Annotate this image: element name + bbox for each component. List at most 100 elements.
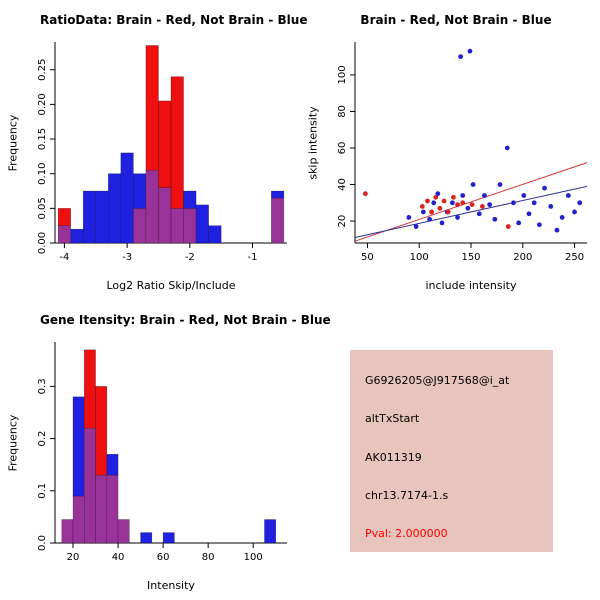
hist-bar-overlap xyxy=(183,208,197,244)
hist-bar-overlap xyxy=(106,474,119,544)
x-axis-tick-label: -2 xyxy=(185,252,195,263)
scatter-point xyxy=(450,194,456,200)
scatter-point xyxy=(455,215,460,220)
gene-intensity-histogram-plot: 20 40 60 80 100 0.0 0.1 0.2 0.3 xyxy=(37,342,287,563)
y-axis-tick-label: 0.05 xyxy=(37,197,48,219)
ratio-histogram-plot: -4 -3 -2 -1 0.00 0.05 0.10 0.15 0.20 0.25 xyxy=(37,42,287,263)
info-line-pval: Pval: 2.000000 xyxy=(365,527,448,540)
hist-bar-overlap xyxy=(117,519,130,544)
scatter-point xyxy=(526,211,532,217)
scatter-point xyxy=(425,198,430,204)
fit-line-red xyxy=(354,162,588,242)
panel-intensity-scatter: Brain - Red, Not Brain - Blue 50 100 150 20… xyxy=(300,0,600,300)
hist-bar-overlap xyxy=(84,427,96,544)
hist-bar xyxy=(72,396,85,497)
x-axis-tick-label: 250 xyxy=(565,252,584,263)
scatter-point xyxy=(435,191,441,197)
hist-bar-overlap xyxy=(158,187,172,244)
y-axis-tick-label: 80 xyxy=(337,105,348,118)
y-axis-tick-label: 0.3 xyxy=(37,378,48,394)
scatter-point xyxy=(419,204,425,209)
hist-bar xyxy=(95,386,108,476)
scatter-point xyxy=(479,204,485,209)
scatter-point xyxy=(420,209,426,215)
scatter-point xyxy=(469,202,475,208)
hist-bar xyxy=(195,204,209,244)
hist-bar xyxy=(162,532,175,544)
x-axis-tick-label: 20 xyxy=(67,552,80,563)
x-axis-tick-label: 100 xyxy=(244,552,263,563)
scatter-point xyxy=(465,205,471,211)
scatter-point xyxy=(511,200,516,206)
y-axis-label-wrap: Frequency xyxy=(2,342,24,543)
hist-bar xyxy=(133,173,147,209)
y-axis-tick-label: 100 xyxy=(337,65,348,84)
y-axis-tick-label: 0.1 xyxy=(37,483,48,499)
scatter-point xyxy=(458,54,464,60)
scatter-point xyxy=(476,211,482,217)
hist-bar xyxy=(70,228,84,244)
panel-ratio-histogram: RatioData: Brain - Red, Not Brain - Blue… xyxy=(0,0,308,300)
scatter-point xyxy=(431,200,437,206)
hist-bar-overlap xyxy=(133,208,147,244)
y-axis-tick-label: 0.25 xyxy=(37,59,48,81)
scatter-point xyxy=(492,216,498,222)
scatter-point xyxy=(531,200,537,206)
scatter-point xyxy=(572,209,577,215)
scatter-point xyxy=(429,209,435,215)
y-axis-tick-label: 0.0 xyxy=(37,535,48,551)
y-axis-tick-label: 0.00 xyxy=(37,232,48,254)
scatter-point xyxy=(505,224,511,229)
x-axis-label: Log2 Ratio Skip/Include xyxy=(106,279,236,292)
scatter-point xyxy=(554,227,560,233)
scatter-point xyxy=(427,216,432,222)
x-axis-tick-label: 40 xyxy=(112,552,125,563)
scatter-point xyxy=(548,204,554,209)
y-axis-tick-label: 60 xyxy=(337,142,348,155)
hist-bar xyxy=(158,100,172,188)
scatter-point xyxy=(565,193,571,198)
x-axis-tick-label: -3 xyxy=(122,252,132,263)
scatter-point xyxy=(542,185,547,191)
hist-bar-overlap xyxy=(145,169,159,244)
hist-bar xyxy=(170,76,184,209)
scatter-point xyxy=(449,200,455,206)
scatter-point xyxy=(437,205,443,211)
hist-bar xyxy=(106,453,119,476)
scatter-point xyxy=(362,191,368,197)
hist-bar xyxy=(140,532,153,544)
x-axis-label: include intensity xyxy=(425,279,517,292)
y-axis-label-wrap: Frequency xyxy=(2,42,24,243)
intensity-scatter-plot: 50 100 150 200 250 20 40 60 80 100 xyxy=(337,42,588,263)
hist-bar xyxy=(183,190,197,209)
hist-bar xyxy=(271,190,285,199)
scatter-point xyxy=(433,194,439,200)
info-line-probe-id: G6926205@J917568@i_at xyxy=(365,374,510,387)
hist-bar-overlap xyxy=(95,474,108,544)
y-axis-tick-label: 0.20 xyxy=(37,93,48,115)
x-axis-tick-label: 60 xyxy=(157,552,170,563)
hist-bar-overlap xyxy=(271,197,285,244)
hist-bar xyxy=(82,190,97,244)
hist-bar xyxy=(145,45,159,171)
hist-bar-overlap xyxy=(170,208,184,244)
hist-bar xyxy=(264,519,276,544)
scatter-point xyxy=(487,202,493,208)
hist-bar xyxy=(108,173,122,244)
info-line-event-type: altTxStart xyxy=(365,412,420,426)
chart-title: RatioData: Brain - Red, Not Brain - Blue xyxy=(40,13,308,27)
hist-bar xyxy=(84,349,96,429)
y-axis-tick-label: 40 xyxy=(337,178,348,191)
hist-bar xyxy=(120,152,134,244)
x-axis-tick-label: -1 xyxy=(248,252,258,263)
y-axis-label-wrap: skip intensity xyxy=(302,42,324,243)
chart-title: Gene Itensity: Brain - Red, Not Brain - … xyxy=(40,313,331,327)
scatter-point xyxy=(455,202,460,208)
hist-bar-overlap xyxy=(57,225,71,244)
y-axis-tick-label: 0.15 xyxy=(37,128,48,150)
scatter-point xyxy=(439,220,445,226)
x-axis-tick-label: 50 xyxy=(361,252,374,263)
scatter-point xyxy=(460,200,466,206)
scatter-point xyxy=(413,224,419,229)
y-axis-tick-label: 0.2 xyxy=(37,431,48,447)
